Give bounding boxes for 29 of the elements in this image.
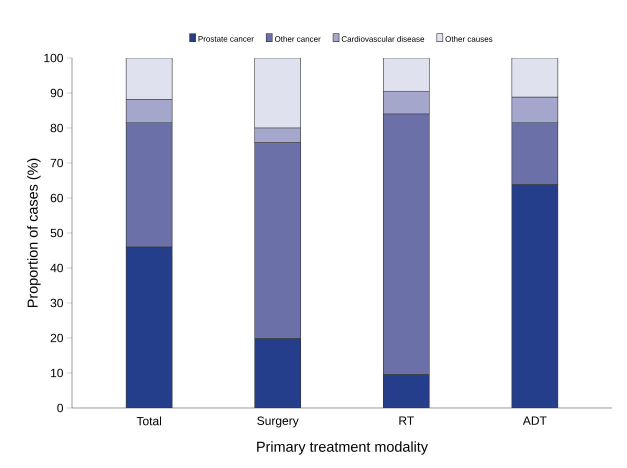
legend-label: Other causes xyxy=(445,36,492,42)
y-tick-label: 80 xyxy=(50,124,64,132)
bar xyxy=(382,58,430,92)
legend-label: Other cancer xyxy=(274,36,321,42)
bar xyxy=(254,58,302,128)
y-tick-label: 60 xyxy=(50,194,64,202)
y-tick-label: 0 xyxy=(57,404,64,412)
y-tick-label: 100 xyxy=(44,54,64,62)
y-tick-label: 90 xyxy=(50,88,64,98)
y-tick-label: 20 xyxy=(50,334,64,342)
x-tick-label: Surgery xyxy=(257,416,299,428)
y-tick-label: 50 xyxy=(50,228,64,238)
x-tick-label: RT xyxy=(399,416,414,425)
x-axis-title: Primary treatment modality xyxy=(257,441,428,455)
bar xyxy=(126,58,172,100)
y-tick-label: 40 xyxy=(50,264,64,272)
y-axis-title: Proportion of cases (%) xyxy=(27,158,41,308)
bar xyxy=(512,184,558,408)
bar xyxy=(512,58,558,98)
bar xyxy=(382,374,430,408)
bar xyxy=(254,338,302,408)
x-tick-label: ADT xyxy=(522,416,547,425)
bar xyxy=(126,246,172,408)
y-tick-label: 70 xyxy=(50,158,64,168)
y-tick-label: 10 xyxy=(51,368,64,378)
legend-label: Prostate cancer xyxy=(198,36,254,42)
legend-label: Cardiovascular disease xyxy=(342,36,424,42)
y-tick-label: 30 xyxy=(50,298,64,308)
x-tick-label: Total xyxy=(136,416,162,426)
